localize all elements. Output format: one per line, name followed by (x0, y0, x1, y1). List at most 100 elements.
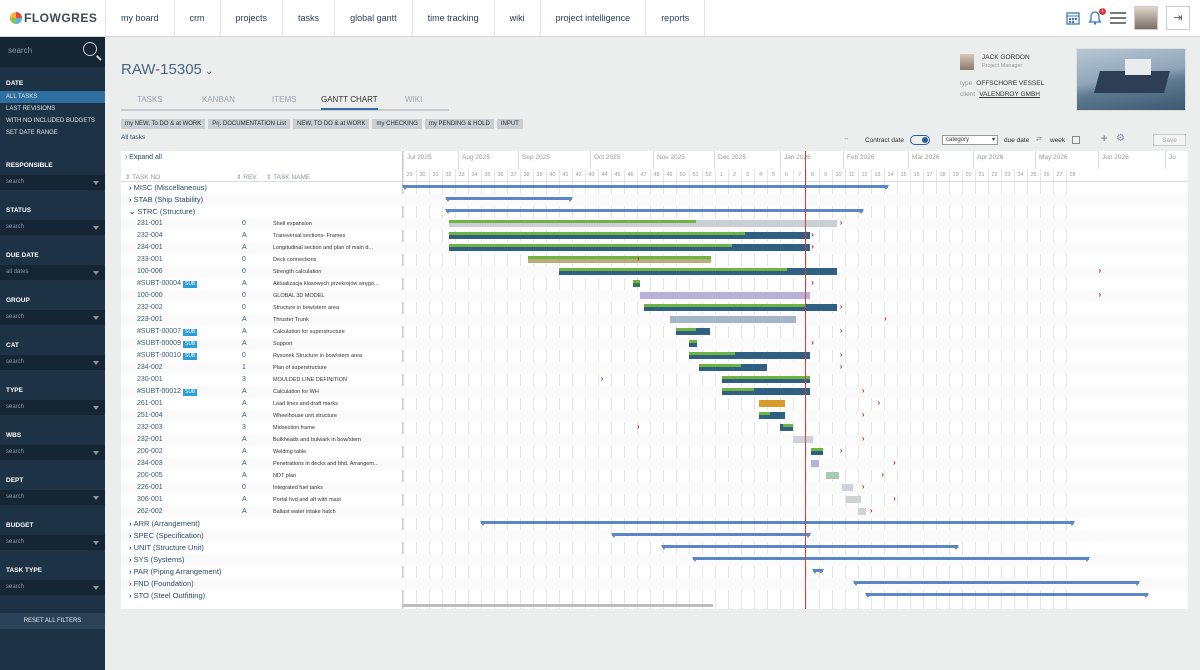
task-number[interactable]: #SUBT-00010 SUB (137, 352, 198, 360)
task-name[interactable]: Plan of superstructure (273, 365, 327, 371)
task-row[interactable]: 232-002 0 Structure in bow/stern area › (121, 302, 1188, 314)
task-number[interactable]: 232-004 (137, 232, 163, 239)
task-number[interactable]: 223-001 (137, 316, 163, 323)
task-name[interactable]: Rysunek Structure in bow/stern area (273, 353, 362, 359)
task-number[interactable]: 200-005 (137, 472, 163, 479)
task-bar[interactable] (689, 340, 697, 347)
chevron-right-icon[interactable]: › (129, 543, 134, 552)
task-bar[interactable] (780, 424, 793, 431)
filter-preset-button[interactable]: my CHECKING (372, 119, 422, 129)
chevron-right-icon[interactable]: › (129, 591, 134, 600)
task-row[interactable]: 200-002 A Welding table › (121, 446, 1188, 458)
task-name[interactable]: Support (273, 341, 293, 347)
task-name[interactable]: NDT plan (273, 473, 297, 479)
task-name[interactable]: Wheelhouse unit structure (273, 413, 337, 419)
task-row[interactable]: 234-003 A Penetrations in decks and bhd. A… (121, 458, 1188, 470)
column-header-task-name[interactable]: ⇕ TASK NAME (266, 174, 311, 181)
task-bar[interactable] (759, 412, 786, 419)
task-row[interactable]: 232-003 3 Midsection frame › (121, 422, 1188, 434)
task-bar[interactable] (842, 484, 853, 491)
horizontal-scrollbar[interactable] (403, 604, 713, 607)
filter-preset-button[interactable]: my PENDING & HOLD (424, 119, 494, 129)
task-number[interactable]: #SUBT-00007 SUB (137, 328, 198, 336)
task-number[interactable]: 200-002 (137, 448, 163, 455)
filter-preset-button[interactable]: my NEW, To DO & at WORK (121, 119, 206, 129)
task-bar[interactable] (811, 448, 823, 455)
task-name[interactable]: Thruster Trunk (273, 317, 309, 323)
task-row[interactable]: 100-006 0 Strength calculation › (121, 266, 1188, 278)
task-bar[interactable] (643, 304, 838, 311)
reset-all-filters-button[interactable]: RESET ALL FILTERS (0, 613, 105, 629)
task-bar[interactable] (669, 316, 796, 323)
filter-select[interactable]: search (0, 310, 105, 325)
calendar-icon[interactable] (1066, 11, 1080, 25)
task-row[interactable]: 200-005 A NDT plan › (121, 470, 1188, 482)
task-name[interactable]: Shell expansion (273, 221, 312, 227)
summary-bar[interactable] (444, 209, 865, 214)
group-row[interactable]: › ARR (Arrangement) (121, 518, 1188, 530)
project-title[interactable]: RAW-15305 ⌄ (121, 61, 214, 78)
task-bar[interactable] (699, 364, 767, 371)
task-bar[interactable] (793, 436, 813, 443)
task-number[interactable]: #SUBT-00004 SUB (137, 280, 198, 288)
task-row[interactable]: 226-001 0 Integrated fuel tanks › (121, 482, 1188, 494)
group-row[interactable]: › SYS (Systems) (121, 554, 1188, 566)
task-bar[interactable] (448, 232, 810, 239)
tab-items[interactable]: ITEMS (272, 95, 297, 104)
task-row[interactable]: 100-000 0 GLOBAL 3D MODEL › (121, 290, 1188, 302)
task-name[interactable]: Penetrations in decks and bhd. Arrangem.… (273, 461, 379, 467)
task-bar[interactable] (676, 328, 710, 335)
nav-item-reports[interactable]: reports (646, 0, 706, 36)
filter-preset-button[interactable]: INPUT (496, 119, 523, 129)
task-bar[interactable] (633, 280, 640, 287)
chevron-right-icon[interactable]: › (129, 531, 134, 540)
flowgres-logo[interactable]: FLOWGRES (10, 11, 97, 25)
task-bar[interactable] (527, 256, 712, 263)
task-number[interactable]: 100-000 (137, 292, 163, 299)
task-number[interactable]: 100-006 (137, 268, 163, 275)
task-bar[interactable] (689, 352, 810, 359)
task-row[interactable]: 232-004 A Transversal sections- Frames › (121, 230, 1188, 242)
group-name[interactable]: › FND (Foundation) (129, 579, 194, 588)
nav-item-project-intelligence[interactable]: project intelligence (541, 0, 647, 36)
summary-bar[interactable] (402, 185, 889, 190)
task-number[interactable]: 232-001 (137, 436, 163, 443)
summary-bar[interactable] (480, 521, 1075, 526)
save-button[interactable]: Save (1153, 134, 1186, 146)
task-name[interactable]: Aktualizacja klasowych przekrojów wręgo.… (273, 281, 379, 287)
tab-kanban[interactable]: KANBAN (202, 95, 235, 104)
filter-select[interactable]: search (0, 355, 105, 370)
group-name[interactable]: › PAR (Piping Arrangement) (129, 567, 222, 576)
task-row[interactable]: 230-001 3 MOULDED LINE DEFINITION › (121, 374, 1188, 386)
group-row[interactable]: › MISC (Miscellaneous) (121, 182, 1188, 194)
filter-select[interactable]: search (0, 220, 105, 235)
group-name[interactable]: › SPEC (Specification) (129, 531, 204, 540)
summary-bar[interactable] (853, 581, 1140, 586)
chevron-right-icon[interactable]: › (129, 579, 134, 588)
task-row[interactable]: 232-001 A Bulkheads and bulwark in bow/ste… (121, 434, 1188, 446)
summary-bar[interactable] (811, 569, 825, 574)
task-row[interactable]: 234-002 1 Plan of superstructure › (121, 362, 1188, 374)
task-row[interactable]: 306-001 A Portal hvd and aft with mast › (121, 494, 1188, 506)
chevron-down-icon[interactable]: ⌄ (204, 66, 214, 77)
task-row[interactable]: 251-004 A Wheelhouse unit structure › (121, 410, 1188, 422)
nav-item-projects[interactable]: projects (221, 0, 284, 36)
task-number[interactable]: 233-001 (137, 256, 163, 263)
group-name[interactable]: › UNIT (Structure Unit) (129, 543, 204, 552)
all-tasks-link[interactable]: All tasks (121, 134, 146, 141)
task-bar[interactable] (639, 292, 810, 299)
group-row[interactable]: › PAR (Piping Arrangement) (121, 566, 1188, 578)
task-bar[interactable] (448, 220, 838, 227)
task-number[interactable]: 234-001 (137, 244, 163, 251)
filter-select[interactable]: search (0, 490, 105, 505)
filter-select[interactable]: search (0, 445, 105, 460)
swap-icon[interactable]: ⇄ (1036, 136, 1042, 143)
task-number[interactable]: 230-001 (137, 376, 163, 383)
date-option[interactable]: SET DATE RANGE (6, 130, 58, 136)
task-number[interactable]: 234-002 (137, 364, 163, 371)
chevron-right-icon[interactable]: › (129, 183, 134, 192)
date-option[interactable]: LAST REVISIONS (6, 106, 56, 112)
group-name[interactable]: › STO (Steel Outfitting) (129, 591, 206, 600)
user-avatar[interactable] (1134, 6, 1158, 30)
task-bar[interactable] (721, 388, 810, 395)
